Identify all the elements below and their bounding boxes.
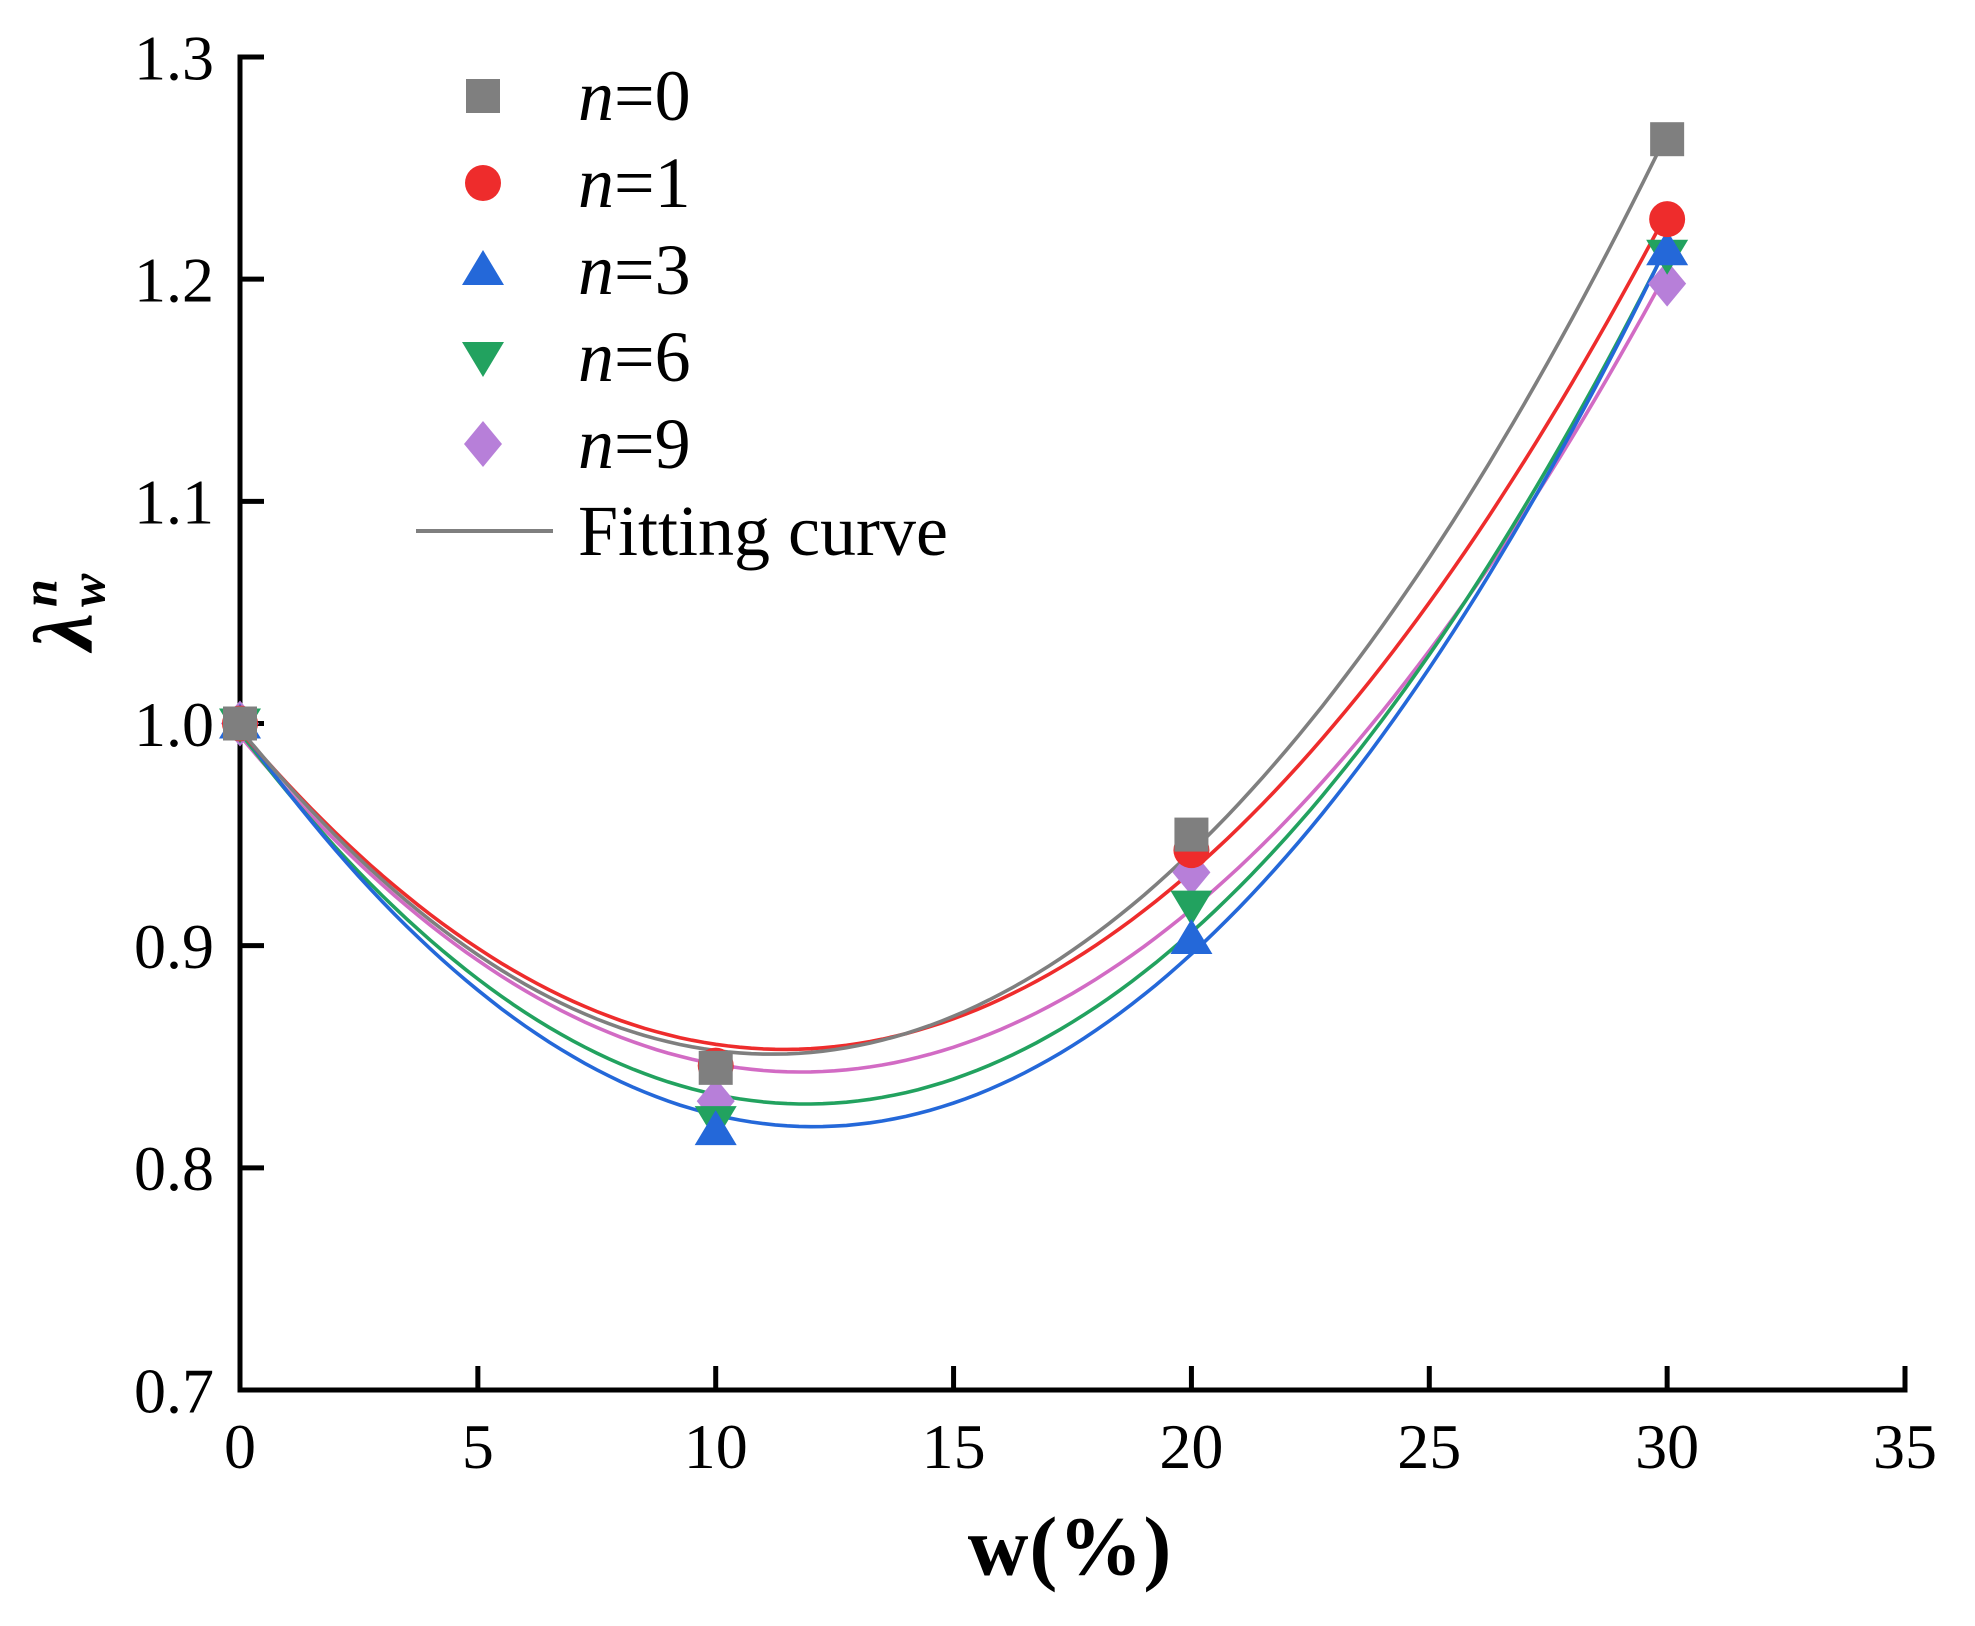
lambda-supsub: n w (11, 573, 116, 608)
diamond-legend-marker-icon (408, 416, 558, 472)
x-axis-title: w(%) (967, 1500, 1173, 1594)
legend-item-n-1-label: n=1 (578, 142, 691, 223)
y-tick-label: 1.3 (134, 22, 214, 93)
square-legend-marker-icon (408, 68, 558, 124)
data-point-n-0 (223, 706, 257, 741)
lambda-subscript: w (59, 573, 115, 608)
data-point-n-6 (1170, 890, 1213, 926)
data-point-n-0 (698, 1050, 733, 1085)
data-point-n-3 (1170, 919, 1213, 955)
y-tick-label: 1.2 (134, 245, 214, 316)
y-tick-label: 1.1 (134, 467, 214, 538)
x-tick-label: 0 (224, 1411, 256, 1482)
legend-item-n-9: n=9 (408, 400, 948, 487)
x-tick-label: 15 (922, 1411, 986, 1482)
data-point-n-0 (1174, 817, 1209, 852)
legend-item-n-1: n=1 (408, 139, 948, 226)
legend-item-fitting-curve-label: Fitting curve (578, 490, 948, 571)
data-point-n-3 (1646, 230, 1689, 266)
legend-item-fitting-curve: Fitting curve (408, 487, 948, 574)
legend-item-n-0-label: n=0 (578, 55, 691, 136)
legend: n=0 n=1 n=3 n=6 n=9 Fitting curve (408, 52, 948, 574)
data-point-n-3 (694, 1110, 737, 1146)
fit-curve-n-0 (238, 132, 1669, 1056)
legend-item-n-6-label: n=6 (578, 316, 691, 397)
x-tick-label: 30 (1635, 1411, 1699, 1482)
triangle-down-icon (462, 341, 504, 377)
legend-item-n-0: n=0 (408, 52, 948, 139)
x-tick-label: 25 (1397, 1411, 1461, 1482)
data-point-n-0 (1650, 122, 1685, 157)
diamond-icon (464, 420, 502, 467)
lambda-symbol: λ (17, 613, 110, 651)
y-tick-label: 0.9 (134, 911, 214, 982)
circle-legend-marker-icon (408, 155, 558, 211)
y-tick-label: 0.8 (134, 1133, 214, 1204)
fit-curve-n-1 (238, 211, 1669, 1052)
x-tick-label: 20 (1159, 1411, 1223, 1482)
triangle-up-legend-marker-icon (408, 242, 558, 298)
triangle-down-legend-marker-icon (408, 329, 558, 385)
x-tick-label: 10 (684, 1411, 748, 1482)
fit-line-legend-icon (408, 503, 558, 559)
legend-item-n-9-label: n=9 (578, 403, 691, 484)
fit-curve-n-9 (238, 270, 1669, 1074)
x-tick-label: 35 (1873, 1411, 1937, 1482)
fit-curve-n-3 (238, 244, 1669, 1129)
circle-icon (465, 164, 501, 201)
square-icon (466, 78, 500, 113)
fit-curve-n-6 (238, 244, 1669, 1106)
data-point-n-1 (1649, 201, 1686, 238)
y-tick-label: 1.0 (134, 689, 214, 760)
data-point-n-9 (1648, 260, 1687, 307)
y-axis-title: λ n w (11, 573, 116, 651)
legend-item-n-6: n=6 (408, 313, 948, 400)
triangle-up-icon (462, 249, 504, 285)
legend-item-n-3: n=3 (408, 226, 948, 313)
y-tick-label: 0.7 (134, 1355, 214, 1426)
x-tick-label: 5 (462, 1411, 494, 1482)
legend-item-n-3-label: n=3 (578, 229, 691, 310)
lambda-superscript: n (11, 579, 68, 608)
